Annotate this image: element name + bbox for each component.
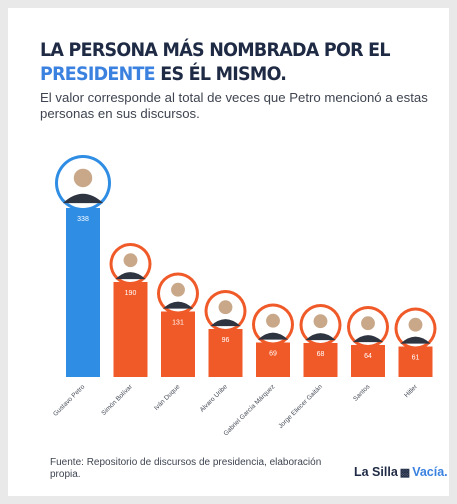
category-label: Iván Duque xyxy=(153,383,182,412)
data-label: 96 xyxy=(222,337,230,344)
data-label: 338 xyxy=(77,216,89,223)
bar xyxy=(113,282,148,377)
bar xyxy=(398,346,433,377)
category-label: Alvaro Uribe xyxy=(199,383,230,414)
portrait-petro-icon xyxy=(55,155,111,211)
title-part2: ES ÉL MISMO. xyxy=(160,63,287,85)
infographic-card: LA PERSONA MÁS NOMBRADA POR EL PRESIDENT… xyxy=(8,8,449,496)
category-label: Simón Bolívar xyxy=(100,383,134,417)
bar-chart: 338 Gustavo Petro 190 Simón Bolívar 131 Iván … xyxy=(52,155,437,437)
category-label: Jorge Eliecer Gaitán xyxy=(277,383,324,430)
bar xyxy=(256,342,290,377)
category-label: Gabriel García Márquez xyxy=(222,383,276,437)
portrait-uribe-icon xyxy=(204,290,247,332)
data-label: 68 xyxy=(317,351,325,358)
brand-logo: La Silla ▩ Vacía. xyxy=(354,465,448,479)
bar xyxy=(208,329,243,377)
portrait-hitler-icon xyxy=(394,307,437,350)
category-label: Gustavo Petro xyxy=(52,383,87,418)
logo-text: La Silla xyxy=(354,465,398,479)
bar xyxy=(351,345,385,377)
portrait-bolivar-icon xyxy=(109,243,152,285)
logo-text-accent: Vacía. xyxy=(412,465,448,479)
bar xyxy=(66,208,100,377)
bar xyxy=(161,311,195,377)
data-label: 131 xyxy=(172,320,184,327)
title-highlight: PRESIDENTE xyxy=(40,63,156,85)
chair-logo-icon: ▩ xyxy=(399,467,411,479)
category-label: Santos xyxy=(352,383,372,403)
category-label: Hitler xyxy=(403,383,419,399)
source-note: Fuente: Repositorio de discursos de pres… xyxy=(50,457,322,480)
data-label: 61 xyxy=(412,355,420,362)
data-label: 69 xyxy=(269,351,277,358)
title-part1: LA PERSONA MÁS NOMBRADA POR EL xyxy=(40,39,391,61)
subtitle: El valor corresponde al total de veces q… xyxy=(40,90,428,121)
page-title: LA PERSONA MÁS NOMBRADA POR EL PRESIDENT… xyxy=(40,38,408,86)
data-label: 190 xyxy=(125,290,137,297)
portrait-santos-icon xyxy=(347,306,389,348)
portrait-duque-icon xyxy=(157,272,199,315)
portrait-garcia-marquez-icon xyxy=(252,303,294,346)
portrait-gaitan-icon xyxy=(299,304,342,346)
bar xyxy=(303,343,338,377)
data-label: 64 xyxy=(364,353,372,360)
